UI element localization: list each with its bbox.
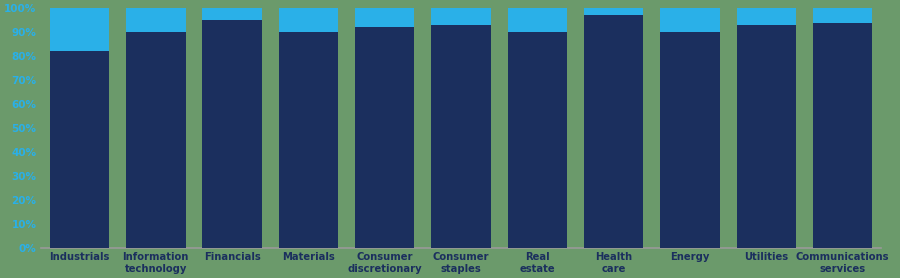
Bar — [50, 51, 109, 248]
Bar — [202, 20, 262, 248]
Bar — [661, 8, 720, 32]
Bar — [431, 8, 490, 25]
Bar — [126, 8, 185, 32]
Bar — [661, 32, 720, 248]
Bar — [813, 8, 872, 23]
Bar — [279, 32, 338, 248]
Bar — [126, 32, 185, 248]
Bar — [736, 8, 796, 25]
Bar — [279, 8, 338, 32]
Bar — [508, 8, 567, 32]
Bar — [431, 25, 490, 248]
Bar — [813, 23, 872, 248]
Bar — [355, 8, 415, 27]
Bar — [736, 25, 796, 248]
Bar — [508, 32, 567, 248]
Bar — [584, 15, 644, 248]
Bar — [202, 8, 262, 20]
Bar — [355, 27, 415, 248]
Bar — [584, 8, 644, 15]
Bar — [50, 8, 109, 51]
